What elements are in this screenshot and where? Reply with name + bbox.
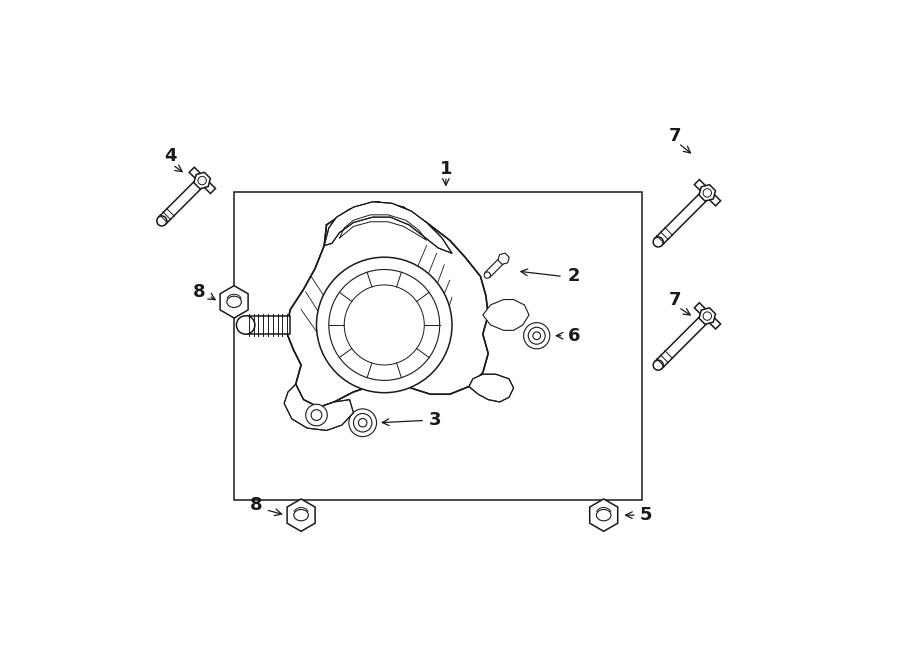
Polygon shape bbox=[189, 167, 215, 194]
Polygon shape bbox=[287, 499, 315, 531]
Text: 8: 8 bbox=[250, 496, 263, 514]
Polygon shape bbox=[654, 314, 709, 369]
Bar bbox=[246, 316, 291, 334]
Circle shape bbox=[484, 272, 491, 278]
Polygon shape bbox=[590, 499, 617, 531]
Polygon shape bbox=[485, 256, 506, 278]
Text: 8: 8 bbox=[193, 283, 205, 301]
Bar bbox=[234, 192, 643, 500]
Polygon shape bbox=[285, 202, 488, 407]
Polygon shape bbox=[284, 384, 354, 430]
Circle shape bbox=[349, 409, 376, 437]
Polygon shape bbox=[194, 173, 211, 189]
Polygon shape bbox=[699, 184, 716, 201]
Text: 3: 3 bbox=[429, 411, 441, 430]
Text: 6: 6 bbox=[568, 327, 580, 345]
Circle shape bbox=[653, 360, 663, 370]
Polygon shape bbox=[694, 303, 721, 329]
Circle shape bbox=[344, 285, 424, 365]
Polygon shape bbox=[482, 299, 529, 330]
Circle shape bbox=[703, 312, 712, 321]
Circle shape bbox=[528, 327, 545, 344]
Polygon shape bbox=[324, 202, 452, 253]
Text: 4: 4 bbox=[164, 147, 176, 165]
Circle shape bbox=[311, 410, 322, 420]
Circle shape bbox=[157, 216, 166, 226]
Circle shape bbox=[317, 257, 452, 393]
Text: 2: 2 bbox=[568, 268, 580, 286]
Ellipse shape bbox=[293, 510, 309, 521]
Ellipse shape bbox=[597, 510, 611, 521]
Circle shape bbox=[237, 316, 255, 334]
Circle shape bbox=[524, 323, 550, 349]
Polygon shape bbox=[498, 253, 509, 264]
Polygon shape bbox=[699, 308, 716, 325]
Circle shape bbox=[354, 414, 372, 432]
Text: 7: 7 bbox=[669, 291, 681, 309]
Polygon shape bbox=[220, 286, 248, 318]
Circle shape bbox=[703, 188, 712, 197]
Circle shape bbox=[653, 237, 663, 247]
Polygon shape bbox=[694, 180, 721, 206]
Polygon shape bbox=[654, 190, 709, 245]
Text: 7: 7 bbox=[669, 126, 681, 145]
Polygon shape bbox=[469, 374, 514, 402]
Text: 1: 1 bbox=[439, 160, 452, 178]
Text: 5: 5 bbox=[640, 506, 652, 524]
Circle shape bbox=[306, 405, 328, 426]
Ellipse shape bbox=[227, 296, 241, 307]
Circle shape bbox=[533, 332, 541, 340]
Polygon shape bbox=[158, 178, 204, 225]
Circle shape bbox=[358, 418, 367, 427]
Circle shape bbox=[198, 176, 206, 185]
